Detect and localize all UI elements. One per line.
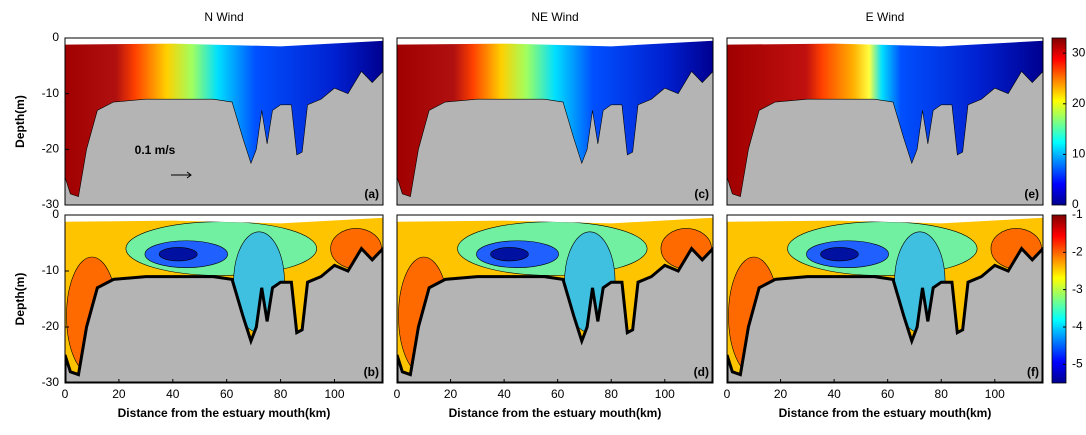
y-axis-label: Depth(m) xyxy=(13,273,27,326)
panel xyxy=(727,38,1043,205)
colorbar-tick-label: -5 xyxy=(1072,357,1083,371)
y-tick-label: 0 xyxy=(52,30,59,44)
y-tick-label: -10 xyxy=(42,86,60,100)
x-tick-label: 100 xyxy=(655,387,675,401)
x-tick-label: 20 xyxy=(774,387,788,401)
panel xyxy=(727,215,1043,383)
panel xyxy=(397,38,713,205)
x-axis-label: Distance from the estuary mouth(km) xyxy=(118,406,331,420)
x-tick-label: 60 xyxy=(881,387,895,401)
colorbar-tick-label: -2 xyxy=(1072,245,1083,259)
panel xyxy=(65,38,383,205)
x-tick-label: 100 xyxy=(324,387,344,401)
x-tick-label: 80 xyxy=(274,387,288,401)
field-band xyxy=(820,247,859,262)
y-tick-label: -30 xyxy=(42,197,60,211)
panel xyxy=(65,215,383,383)
seabed xyxy=(65,70,383,205)
colorbar xyxy=(1051,37,1067,206)
y-tick-label: 0 xyxy=(52,207,59,221)
x-tick-label: 0 xyxy=(62,387,69,401)
colorbar-tick-label: 10 xyxy=(1072,147,1086,161)
y-tick-label: -30 xyxy=(42,375,60,389)
panel-label: (e) xyxy=(1024,187,1039,201)
seabed xyxy=(397,70,713,205)
panel-title: E Wind xyxy=(866,10,905,24)
x-tick-label: 20 xyxy=(112,387,126,401)
panel-label: (f) xyxy=(1027,365,1039,379)
panel xyxy=(397,215,713,383)
panel-label: (b) xyxy=(364,365,379,379)
colorbar xyxy=(1051,214,1067,384)
colorbar-tick-label: -3 xyxy=(1072,282,1083,296)
scale-arrow-head xyxy=(186,171,192,179)
x-axis-label: Distance from the estuary mouth(km) xyxy=(449,406,662,420)
seabed xyxy=(727,70,1043,205)
panel-title: N Wind xyxy=(204,10,243,24)
x-tick-label: 40 xyxy=(166,387,180,401)
seabed xyxy=(727,246,1043,383)
panel-label: (a) xyxy=(364,187,379,201)
x-tick-label: 80 xyxy=(935,387,949,401)
colorbar-tick-label: 20 xyxy=(1072,96,1086,110)
panel-label: (c) xyxy=(694,187,709,201)
field-band xyxy=(490,247,529,262)
surface xyxy=(397,215,713,224)
colorbar-tick-label: 0 xyxy=(1072,197,1079,211)
x-tick-label: 100 xyxy=(985,387,1005,401)
surface xyxy=(727,38,1043,47)
field-band xyxy=(158,247,198,262)
x-tick-label: 0 xyxy=(394,387,401,401)
colorbar-tick-label: 30 xyxy=(1072,45,1086,59)
panel-title: NE Wind xyxy=(531,10,578,24)
frame xyxy=(396,37,714,206)
x-tick-label: 80 xyxy=(605,387,619,401)
seabed xyxy=(65,246,383,383)
colorbar-tick-label: -4 xyxy=(1072,319,1083,333)
surface xyxy=(65,215,383,224)
frame xyxy=(726,214,1044,384)
frame xyxy=(396,214,714,384)
x-tick-label: 20 xyxy=(444,387,458,401)
x-tick-label: 60 xyxy=(551,387,565,401)
colorbar-tick-label: -1 xyxy=(1072,207,1083,221)
frame xyxy=(64,214,384,384)
x-axis-label: Distance from the estuary mouth(km) xyxy=(779,406,992,420)
x-tick-label: 40 xyxy=(827,387,841,401)
x-tick-label: 60 xyxy=(220,387,234,401)
surface xyxy=(727,215,1043,224)
y-tick-label: -10 xyxy=(42,263,60,277)
seabed xyxy=(397,246,713,383)
x-tick-label: 40 xyxy=(497,387,511,401)
x-tick-label: 0 xyxy=(724,387,731,401)
surface xyxy=(397,38,713,47)
annotation: 0.1 m/s xyxy=(135,143,176,157)
frame xyxy=(64,37,384,206)
panel-label: (d) xyxy=(694,365,709,379)
y-axis-label: Depth(m) xyxy=(13,95,27,148)
surface xyxy=(65,38,383,47)
y-tick-label: -20 xyxy=(42,319,60,333)
frame xyxy=(726,37,1044,206)
y-tick-label: -20 xyxy=(42,142,60,156)
